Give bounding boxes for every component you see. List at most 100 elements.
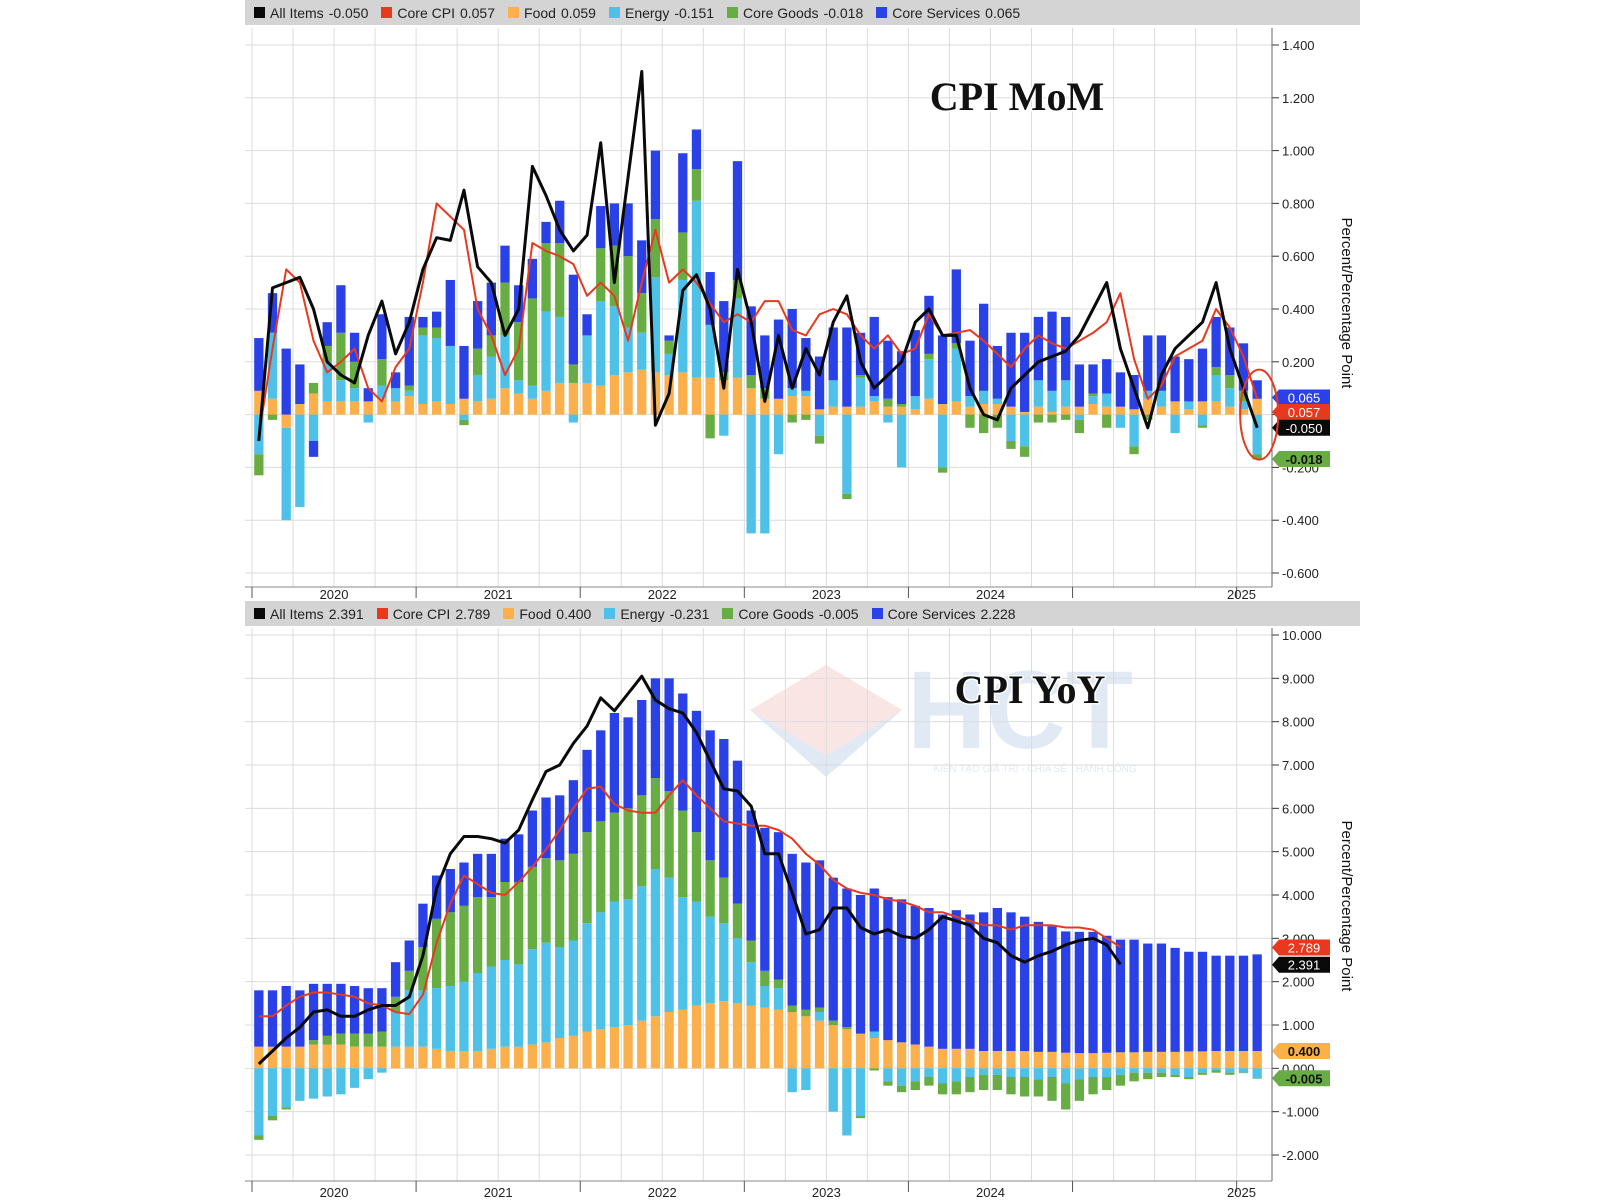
bar-core-services [705, 730, 715, 861]
bar-energy [773, 414, 784, 455]
bar-core-goods [978, 1074, 989, 1090]
bar-core-services [1115, 372, 1126, 407]
bar-core-goods [678, 810, 688, 898]
bar-energy [787, 1068, 797, 1093]
bar-food [349, 401, 360, 415]
bar-food [541, 390, 551, 415]
legend-item: Core CPI 0.057 [381, 5, 495, 21]
legend-value: 2.228 [980, 605, 1016, 622]
bar-food [555, 382, 565, 415]
bar-energy [281, 427, 291, 521]
bar-core-goods [814, 435, 825, 444]
legend-value: 2.391 [328, 605, 364, 622]
value-tag-label: 2.391 [1288, 958, 1321, 973]
bar-core-services [459, 862, 469, 906]
bar-core-services [609, 713, 620, 813]
bar-core-goods [1238, 390, 1249, 402]
legend-swatch [727, 7, 739, 18]
bar-core-goods [719, 877, 729, 924]
bar-core-services [746, 810, 756, 941]
bar-food [855, 1033, 866, 1069]
value-tag-core-cpi [1272, 403, 1330, 420]
bar-core-services [308, 441, 319, 457]
bar-core-services [691, 129, 702, 170]
bar-food [787, 1012, 797, 1069]
bar-food [760, 1007, 770, 1069]
bar-food [404, 396, 414, 415]
bar-energy [678, 897, 688, 1010]
bar-core-goods [732, 279, 743, 299]
bar-energy [910, 396, 920, 410]
bar-core-services [924, 295, 934, 354]
bar-core-services [1061, 931, 1071, 1053]
y-tick-label: 10.000 [1282, 628, 1322, 643]
bar-core-goods [1143, 414, 1153, 420]
bar-core-goods [267, 414, 278, 420]
bar-food [814, 1020, 825, 1069]
bar-core-goods [281, 1107, 291, 1110]
bar-core-goods [951, 1081, 961, 1095]
y-tick-label: -0.400 [1282, 513, 1319, 528]
bar-food [390, 401, 401, 415]
bar-core-goods [568, 364, 579, 383]
bar-energy [1088, 396, 1098, 405]
bar-food [1020, 1051, 1030, 1069]
bar-energy [1197, 414, 1208, 426]
bar-energy [978, 1068, 989, 1075]
bar-energy [883, 414, 893, 423]
bar-energy [1061, 1068, 1071, 1084]
bar-energy [650, 277, 661, 373]
bar-core-services [678, 693, 688, 811]
bar-core-services [568, 780, 579, 854]
bar-energy [1115, 414, 1126, 428]
bar-energy [377, 385, 387, 399]
bar-core-services [1006, 912, 1016, 1051]
bar-food [732, 377, 743, 415]
bar-food [1088, 1053, 1098, 1069]
bar-energy [527, 949, 538, 1045]
bar-core-services [431, 311, 442, 328]
x-tick-label: 2022 [648, 587, 677, 602]
bar-energy [678, 279, 688, 373]
bar-food [773, 1009, 784, 1069]
bar-core-goods [924, 1077, 934, 1086]
legend-label: Core Services [892, 4, 981, 21]
bar-energy [363, 414, 373, 423]
bar-core-goods [486, 335, 496, 357]
bar-core-services [582, 314, 592, 336]
bar-core-services [1156, 335, 1167, 391]
bar-energy [965, 1068, 975, 1077]
line-all-items [257, 69, 1259, 442]
bar-food [965, 406, 975, 415]
bar-energy [773, 988, 784, 1010]
bar-food [1047, 411, 1057, 415]
bar-food [1225, 406, 1235, 415]
bar-food [1061, 406, 1071, 415]
bar-core-goods [1020, 1077, 1030, 1097]
bar-core-goods [514, 322, 524, 381]
bar-energy [1088, 1068, 1098, 1077]
bar-core-services [555, 795, 565, 861]
bar-food [514, 1046, 524, 1069]
bar-energy [992, 398, 1002, 405]
bar-core-services [732, 161, 743, 280]
y-axis-label: Percent/Percentage Point [1338, 821, 1355, 993]
bar-core-services [1211, 955, 1221, 1051]
bar-energy [937, 414, 948, 468]
legend-value: -0.050 [328, 4, 369, 21]
bar-food [1033, 406, 1044, 415]
watermark-tagline: KIẾN TẠO GIÁ TRỊ - CHIA SẺ THÀNH CÔNG [933, 762, 1137, 775]
bar-food [527, 1044, 538, 1069]
bar-energy [869, 1031, 879, 1038]
bar-energy [1225, 1068, 1235, 1073]
bar-core-goods [896, 1085, 907, 1093]
bar-food [787, 396, 797, 415]
y-tick-label: -0.600 [1282, 566, 1319, 581]
bar-food [896, 1042, 907, 1069]
bar-energy [472, 973, 483, 1051]
bar-energy [623, 899, 633, 1025]
bar-energy [732, 938, 743, 1004]
bar-core-goods [500, 882, 510, 960]
bar-core-goods [336, 1033, 346, 1045]
